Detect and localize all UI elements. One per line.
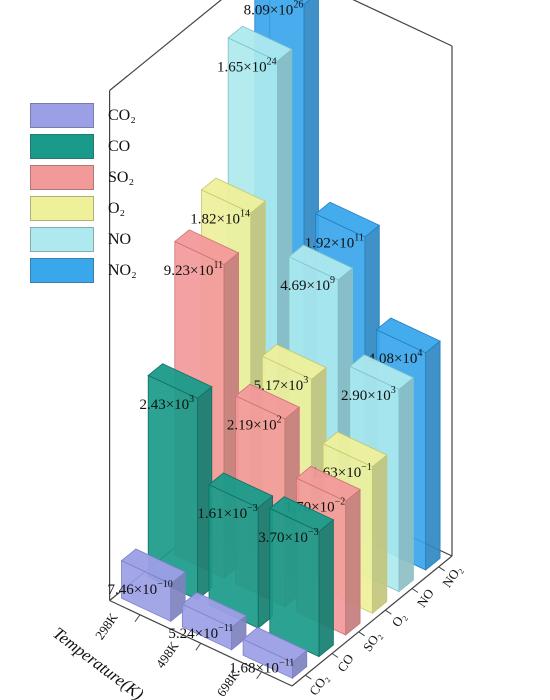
bar-face-top [227, 25, 293, 62]
data-label: 8.09×1026 [244, 0, 304, 19]
temperature-tick [195, 642, 202, 651]
data-label: 7.46×10−10 [107, 579, 172, 598]
bar-face-top [120, 548, 186, 585]
bar-face-top [174, 229, 240, 266]
data-label: 1.65×1024 [217, 56, 277, 75]
bar-face-top [181, 592, 247, 628]
bar-co-698K: 3.70×10−3 [258, 496, 335, 658]
legend: CO₂ CO SO₂ O₂ NO NO₂ [30, 100, 180, 286]
data-label: 2.90×103 [341, 385, 396, 404]
bar-face-top [294, 0, 310, 5]
legend-label: NO [108, 230, 132, 248]
top-left-edge [109, 0, 222, 91]
gas-tick [438, 566, 445, 572]
gas-tick-label: NO [414, 586, 437, 610]
legend-item-no: NO [30, 224, 180, 255]
gas-tick-label: O₂ [389, 610, 409, 630]
data-label: 2.43×103 [139, 394, 194, 413]
bar-face-top [261, 344, 327, 380]
bar-face-side [398, 376, 414, 593]
bar-co2-698K: 1.68×10−11 [229, 627, 308, 680]
bar-face-top [208, 472, 274, 509]
legend-label: NO₂ [108, 261, 137, 279]
bar-co-498K: 1.61×10−3 [197, 472, 274, 629]
bar-face-top [314, 201, 381, 238]
bar-face-side [318, 518, 334, 658]
temperature-tick-label: 298K [92, 610, 121, 643]
bar-face-side [425, 340, 441, 571]
data-label: 5.17×103 [254, 375, 309, 394]
gas-tick [385, 609, 392, 615]
bar-face-side [345, 488, 361, 636]
gas-tick [411, 588, 419, 593]
bar-face-top [269, 496, 335, 532]
data-label: 1.82×1014 [190, 208, 250, 227]
data-label: 2.19×102 [227, 414, 282, 433]
bar-face-top [295, 465, 361, 502]
gas-tick [305, 674, 312, 680]
legend-swatch [30, 103, 94, 128]
bar-co2-498K: 5.24×10−11 [168, 592, 247, 651]
legend-item-co2: CO₂ [30, 100, 180, 131]
temperature-tick [134, 614, 141, 623]
legend-item-no2: NO₂ [30, 255, 180, 286]
bar-face-top [200, 177, 266, 214]
legend-item-o2: O₂ [30, 193, 180, 224]
gas-tick-label: CO₂ [306, 671, 331, 698]
top-right-edge [352, 0, 453, 47]
bar-face-top [234, 383, 301, 420]
legend-swatch [30, 134, 94, 159]
temperature-tick [256, 671, 263, 680]
bar-face-top [322, 431, 388, 468]
gas-tick-label: NO₂ [439, 562, 465, 590]
data-label: 1.92×1011 [305, 232, 364, 251]
bar-face-top [147, 363, 213, 399]
legend-swatch [30, 196, 94, 221]
legend-swatch [30, 258, 94, 283]
data-label: 9.23×1011 [164, 260, 223, 279]
data-label: 5.24×10−11 [168, 623, 233, 642]
gas-axis-line [291, 555, 453, 687]
bar-co2-298K: 7.46×10−10 [107, 548, 186, 623]
bar-face-side [371, 454, 388, 615]
legend-label: CO₂ [108, 106, 136, 124]
bar-face-top [288, 244, 354, 281]
data-label: 3.70×10−3 [258, 527, 318, 546]
bar-co-298K: 2.43×103 [139, 363, 213, 601]
legend-label: SO₂ [108, 168, 135, 186]
bar-face-top [242, 627, 308, 663]
gas-tick [358, 631, 365, 637]
gas-tick [331, 653, 339, 658]
bar-face-top [349, 354, 415, 390]
legend-swatch [30, 227, 94, 252]
legend-label: O₂ [108, 199, 126, 217]
legend-label: CO [108, 137, 131, 155]
bar-face-top [375, 317, 441, 354]
temperature-tick-label: 498K [153, 638, 182, 671]
data-label: 4.69×109 [280, 275, 335, 294]
legend-item-so2: SO₂ [30, 162, 180, 193]
legend-swatch [30, 165, 94, 190]
data-label: 1.61×10−3 [197, 503, 257, 522]
gas-tick-label: CO [334, 651, 357, 674]
legend-item-co: CO [30, 131, 180, 162]
gas-tick-label: SO₂ [360, 628, 384, 654]
bars-layer: 8.09×1026 1.65×1024 1.82×1014 1.92×1011 9.23… [107, 0, 441, 680]
data-label: 1.68×10−11 [229, 658, 294, 677]
